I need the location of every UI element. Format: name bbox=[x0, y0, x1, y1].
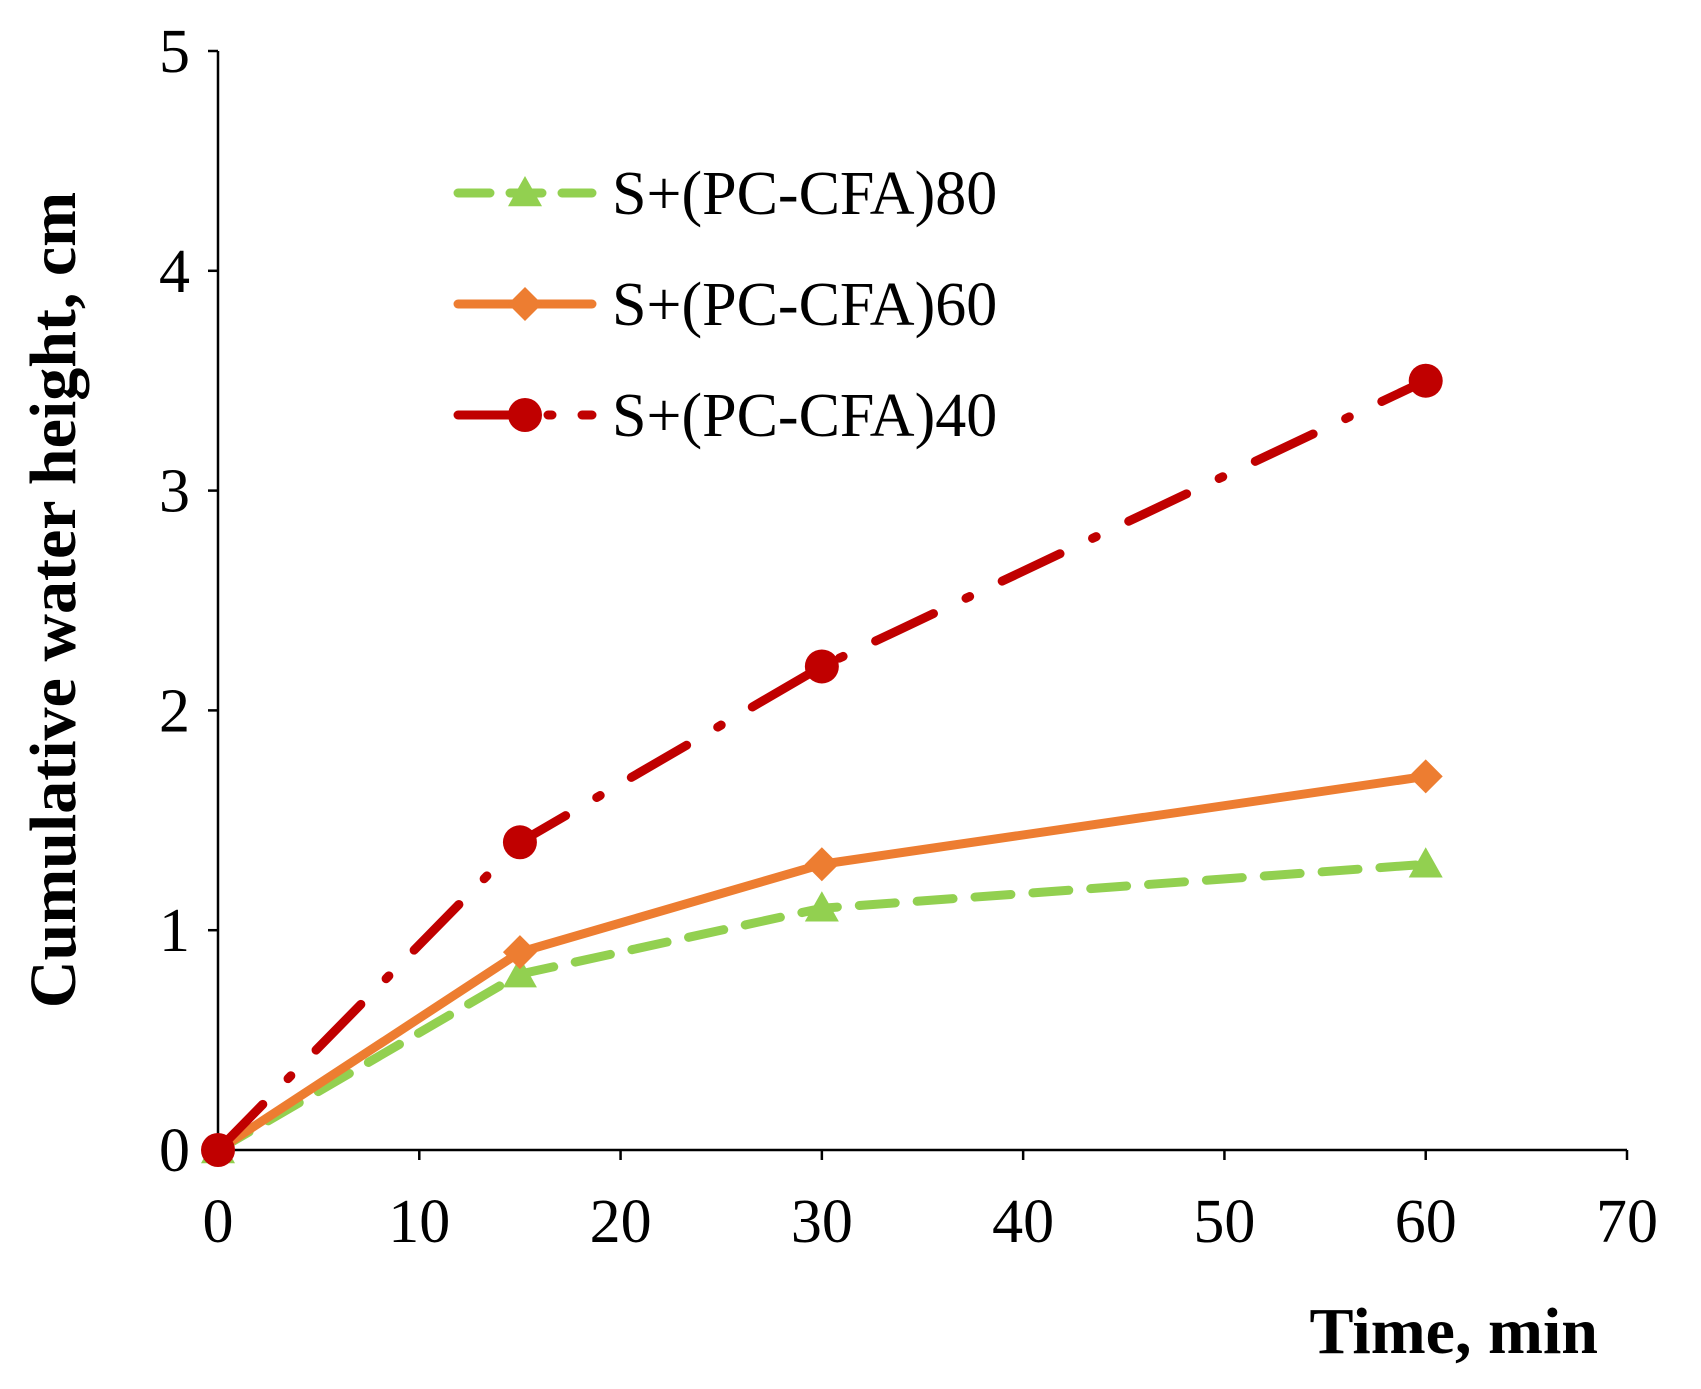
series-layer bbox=[201, 363, 1443, 1167]
x-tick-label: 10 bbox=[388, 1188, 450, 1256]
legend-label: S+(PC-CFA)80 bbox=[612, 160, 997, 228]
y-tick-label: 0 bbox=[159, 1117, 190, 1185]
data-point bbox=[502, 935, 537, 970]
data-point bbox=[804, 847, 839, 882]
legend-marker bbox=[508, 176, 542, 207]
legend-entry: S+(PC-CFA)40 bbox=[453, 382, 997, 450]
x-tick-label: 60 bbox=[1395, 1188, 1457, 1256]
series-1 bbox=[201, 847, 1443, 1164]
data-point bbox=[1408, 847, 1443, 878]
data-point bbox=[201, 1133, 235, 1167]
data-point bbox=[804, 649, 839, 684]
data-point bbox=[502, 957, 537, 988]
legend-entry: S+(PC-CFA)60 bbox=[453, 271, 997, 339]
x-tick-label: 70 bbox=[1596, 1188, 1658, 1256]
legend-label: S+(PC-CFA)40 bbox=[612, 382, 997, 450]
data-point bbox=[1408, 363, 1443, 398]
x-tick-label: 20 bbox=[590, 1188, 652, 1256]
series-2 bbox=[201, 759, 1443, 1167]
x-tick-label: 0 bbox=[203, 1188, 234, 1256]
series-line bbox=[213, 859, 1431, 1155]
x-tick-label: 30 bbox=[791, 1188, 853, 1256]
y-tick-label: 4 bbox=[159, 238, 190, 306]
legend-entry: S+(PC-CFA)80 bbox=[453, 160, 997, 228]
series-line bbox=[213, 376, 1431, 1155]
axes bbox=[216, 51, 1627, 1152]
series-3 bbox=[201, 363, 1443, 1167]
series-line bbox=[213, 771, 1431, 1155]
legend: S+(PC-CFA)80 S+(PC-CFA)60 S+(PC-CFA)40 bbox=[453, 160, 997, 450]
legend-marker bbox=[508, 287, 542, 321]
y-axis-title: Cumulative water height, cm bbox=[17, 192, 90, 1008]
x-tick-label: 40 bbox=[992, 1188, 1054, 1256]
data-point bbox=[804, 891, 839, 922]
data-point bbox=[502, 825, 537, 860]
y-tick-label: 2 bbox=[159, 677, 190, 745]
legend-marker bbox=[508, 398, 542, 432]
y-tick-label: 1 bbox=[159, 897, 190, 965]
tick-labels: 0 10 20 30 40 50 60 70 0 1 2 3 4 5 bbox=[159, 18, 1658, 1256]
y-tick-label: 3 bbox=[159, 458, 190, 526]
data-point bbox=[1408, 759, 1443, 794]
legend-label: S+(PC-CFA)60 bbox=[612, 271, 997, 339]
x-tick-label: 50 bbox=[1193, 1188, 1255, 1256]
y-tick-label: 5 bbox=[159, 18, 190, 86]
x-axis-title: Time, min bbox=[1310, 1295, 1598, 1368]
